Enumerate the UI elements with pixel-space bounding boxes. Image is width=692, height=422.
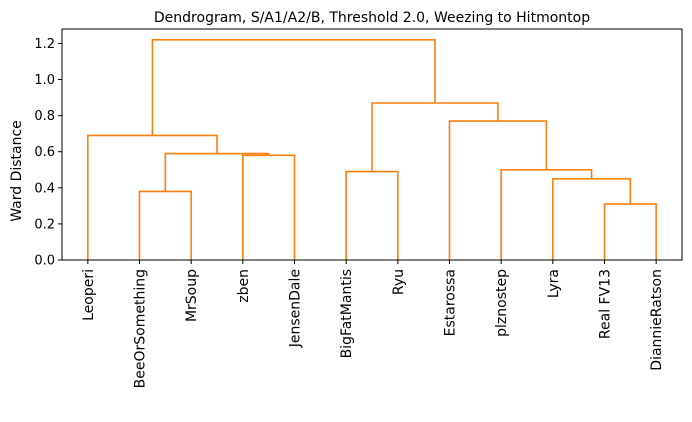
leaf-label: MrSoup <box>184 269 200 322</box>
dendrogram-link <box>500 168 593 260</box>
plot-frame <box>61 28 683 261</box>
y-tick-label: 1.2 <box>34 37 55 52</box>
leaf-label: BigFatMantis <box>339 269 355 358</box>
dendrogram-link <box>448 120 548 260</box>
leaf-label: zben <box>236 269 252 303</box>
dendrogram-link <box>151 39 436 136</box>
y-tick-label: 0.4 <box>34 181 55 196</box>
chart-title: Dendrogram, S/A1/A2/B, Threshold 2.0, We… <box>154 10 590 26</box>
y-tick-label: 0.0 <box>34 254 55 269</box>
leaf-label: plznostep <box>494 269 510 337</box>
x-axis-ticks: Leoperi BeeOrSomething MrSoup zben JensenDal… <box>81 260 665 388</box>
y-tick-label: 0.2 <box>34 217 55 232</box>
y-tick-label: 0.8 <box>34 109 55 124</box>
dendrogram-link <box>164 152 270 192</box>
y-tick-label: 0.6 <box>34 145 55 160</box>
dendrogram-link <box>603 203 657 260</box>
dendrogram-link <box>345 170 399 260</box>
dendrogram-link <box>242 154 296 260</box>
dendrogram-link <box>87 134 218 260</box>
leaf-label: Ryu <box>391 269 407 295</box>
dendrogram-link <box>138 190 192 260</box>
dendrogram-links <box>87 39 657 260</box>
y-tick-label: 1.0 <box>34 73 55 88</box>
dendrogram-link <box>552 177 632 260</box>
leaf-label: Estarossa <box>443 269 459 336</box>
leaf-label: JensenDale <box>288 269 304 348</box>
y-axis-label: Ward Distance <box>9 120 25 222</box>
leaf-label: Real FV13 <box>598 269 614 339</box>
y-axis-ticks: 0.0 0.2 0.4 0.6 0.8 1.0 1.2 <box>34 37 62 269</box>
leaf-label: Lyra <box>546 269 562 298</box>
leaf-label: Leoperi <box>81 269 97 321</box>
leaf-label: BeeOrSomething <box>133 269 149 388</box>
dendrogram-link <box>371 102 499 172</box>
leaf-label: DiannieRatson <box>649 269 665 371</box>
